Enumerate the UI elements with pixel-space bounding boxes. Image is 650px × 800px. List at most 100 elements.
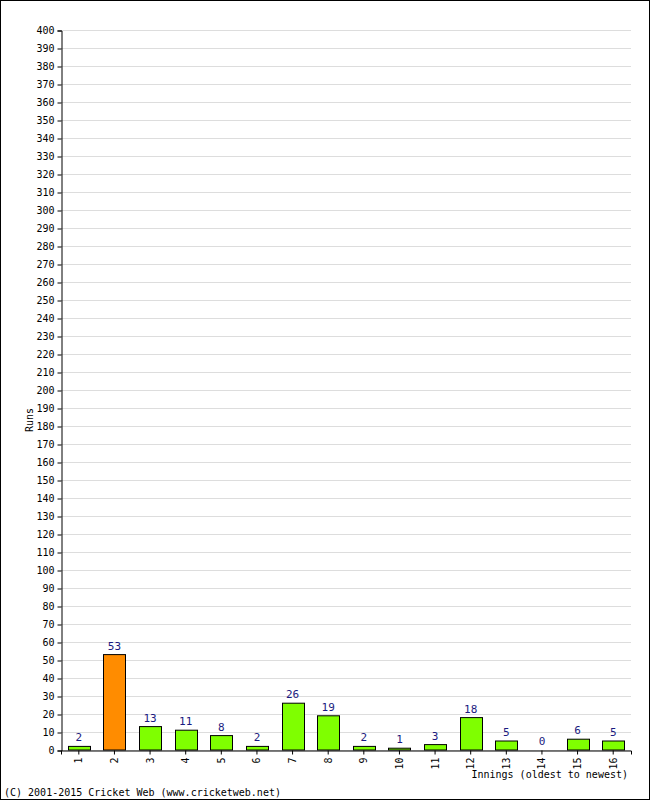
x-tick: 4 [180, 751, 191, 764]
y-tick: 100 [36, 565, 61, 576]
x-tick: 13 [501, 751, 512, 770]
x-tick-mark [256, 751, 257, 755]
x-tick: 5 [216, 751, 227, 764]
y-tick-label: 40 [42, 673, 54, 684]
y-tick-mark [58, 625, 62, 626]
y-axis-title: Runs [24, 408, 35, 432]
y-axis-line [58, 31, 63, 751]
y-tick: 400 [36, 25, 61, 36]
y-tick-label: 130 [36, 511, 54, 522]
y-tick-mark [58, 121, 62, 122]
y-tick: 160 [36, 457, 61, 468]
x-tick-label: 12 [465, 758, 476, 770]
y-tick-mark [58, 661, 62, 662]
data-label: 18 [464, 703, 477, 716]
grid-line [61, 66, 631, 67]
x-tick-label: 8 [323, 758, 334, 764]
grid-line [61, 390, 631, 391]
y-tick-mark [58, 499, 62, 500]
x-tick-mark [506, 751, 507, 755]
y-tick-label: 290 [36, 223, 54, 234]
y-tick-label: 120 [36, 529, 54, 540]
y-tick-mark [58, 265, 62, 266]
y-tick-mark [58, 193, 62, 194]
bar [425, 745, 447, 750]
data-label: 1 [396, 733, 403, 746]
y-tick: 0 [48, 745, 61, 756]
data-label: 5 [503, 726, 510, 739]
y-tick-label: 310 [36, 187, 54, 198]
x-tick: 6 [251, 751, 262, 764]
grid-line [61, 660, 631, 661]
y-tick-mark [58, 715, 62, 716]
y-tick: 180 [36, 421, 61, 432]
grid-line [61, 336, 631, 337]
grid-line [61, 552, 631, 553]
x-tick-label: 5 [216, 758, 227, 764]
grid-line [61, 372, 631, 373]
y-tick-label: 220 [36, 349, 54, 360]
y-tick-mark [58, 211, 62, 212]
grid-line [61, 354, 631, 355]
x-tick-label: 10 [394, 758, 405, 770]
x-tick-mark [577, 751, 578, 755]
y-tick-label: 160 [36, 457, 54, 468]
y-tick-label: 270 [36, 259, 54, 270]
x-tick: 11 [430, 751, 441, 770]
y-tick-label: 350 [36, 115, 54, 126]
x-tick-label: 13 [501, 758, 512, 770]
y-tick: 200 [36, 385, 61, 396]
y-tick: 240 [36, 313, 61, 324]
y-tick-label: 370 [36, 79, 54, 90]
y-tick-label: 0 [48, 745, 54, 756]
y-tick-label: 80 [42, 601, 54, 612]
x-tick: 3 [145, 751, 156, 764]
y-tick: 140 [36, 493, 61, 504]
y-tick-mark [58, 643, 62, 644]
x-tick-mark [185, 751, 186, 755]
grid-line [61, 696, 631, 697]
x-tick: 2 [109, 751, 120, 764]
y-tick-label: 200 [36, 385, 54, 396]
y-tick: 40 [42, 673, 61, 684]
y-tick: 30 [42, 691, 61, 702]
x-tick-mark [399, 751, 400, 755]
y-tick-label: 210 [36, 367, 54, 378]
y-tick: 350 [36, 115, 61, 126]
data-label: 11 [179, 715, 192, 728]
bar [532, 750, 554, 751]
x-tick-mark [541, 751, 542, 755]
y-tick: 220 [36, 349, 61, 360]
y-tick: 300 [36, 205, 61, 216]
y-tick: 210 [36, 367, 61, 378]
bar [568, 739, 590, 750]
data-label: 2 [76, 731, 83, 744]
y-tick-mark [58, 355, 62, 356]
x-tick: 10 [394, 751, 405, 770]
bar [140, 727, 162, 750]
y-tick-label: 170 [36, 439, 54, 450]
bar [176, 730, 198, 750]
y-tick-mark [58, 427, 62, 428]
data-label: 0 [539, 735, 546, 748]
y-tick-mark [58, 463, 62, 464]
data-label: 26 [286, 688, 299, 701]
grid-line [61, 174, 631, 175]
grid-line [61, 246, 631, 247]
grid-line [61, 228, 631, 229]
y-tick-mark [58, 445, 62, 446]
x-tick-label: 4 [180, 758, 191, 764]
x-tick-label: 2 [109, 758, 120, 764]
y-tick-label: 140 [36, 493, 54, 504]
chart: 0102030405060708090100110120130140150160… [0, 0, 650, 800]
y-tick: 370 [36, 79, 61, 90]
grid-line [61, 588, 631, 589]
x-axis-title: Innings (oldest to newest) [471, 769, 628, 780]
y-tick-mark [58, 31, 62, 32]
bar [389, 748, 411, 750]
y-tick-mark [58, 571, 62, 572]
x-tick-mark [221, 751, 222, 755]
x-tick-mark [114, 751, 115, 755]
y-tick-mark [58, 157, 62, 158]
y-tick-label: 250 [36, 295, 54, 306]
